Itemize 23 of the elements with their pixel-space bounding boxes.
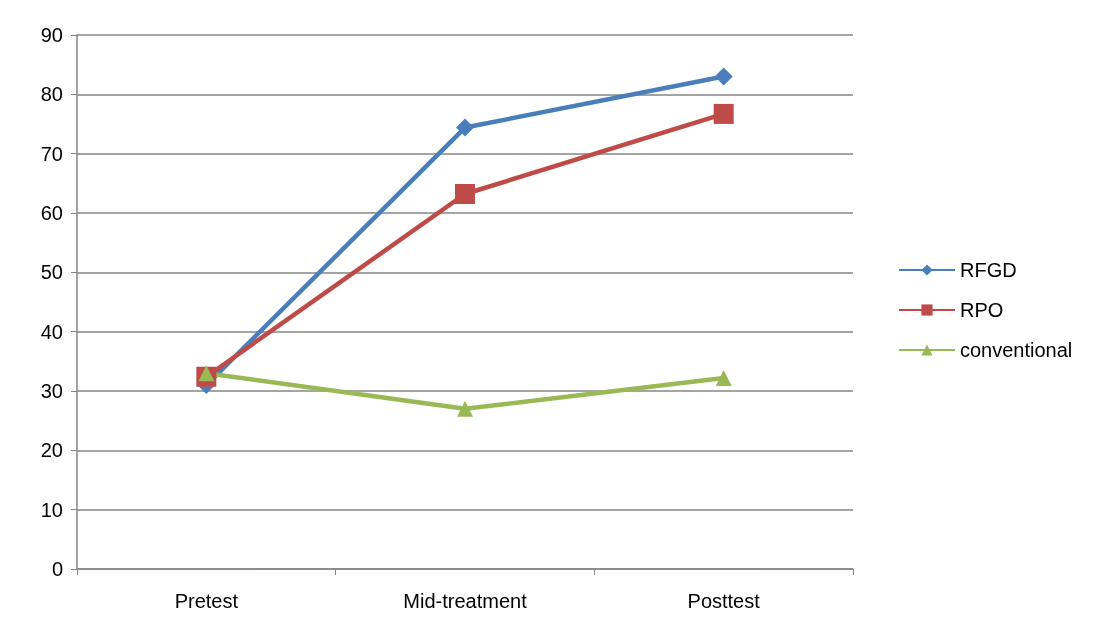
- x-tick-label: Posttest: [687, 590, 761, 612]
- point: [455, 184, 475, 205]
- point: [456, 118, 474, 137]
- y-tick-label: 70: [40, 142, 63, 165]
- x-tick-label: Pretest: [174, 590, 239, 612]
- point: [457, 400, 473, 417]
- point: [198, 365, 215, 382]
- point: [714, 67, 733, 86]
- y-tick-label: 10: [40, 498, 63, 521]
- y-tick-label: 80: [40, 83, 63, 106]
- legend-label: RFGD: [960, 259, 1017, 281]
- legend-label: conventional: [960, 339, 1073, 361]
- y-tick-label: 20: [40, 439, 63, 462]
- legend-label: RPO: [960, 299, 1004, 321]
- x-tick-label: Mid-treatment: [403, 590, 528, 612]
- y-tick-label: 0: [51, 558, 63, 580]
- y-tick-label: 40: [40, 320, 63, 343]
- point: [713, 103, 734, 124]
- point: [715, 369, 732, 386]
- y-tick-label: 30: [40, 380, 63, 402]
- y-tick-label: 60: [40, 202, 63, 224]
- y-tick-label: 90: [40, 24, 63, 46]
- y-tick-label: 50: [40, 261, 63, 284]
